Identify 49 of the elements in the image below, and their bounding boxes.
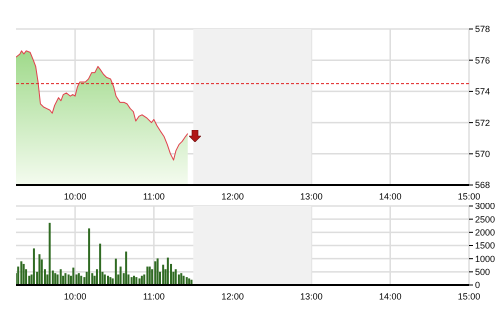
bar: [148, 266, 151, 285]
bar: [146, 266, 148, 285]
x-tick-label: 12:00: [221, 291, 244, 302]
x-tick-label: 13:00: [300, 191, 323, 202]
x-tick-label: 12:00: [221, 191, 244, 202]
bar: [162, 264, 164, 285]
bar: [78, 273, 80, 285]
bar: [88, 228, 90, 285]
bar: [154, 261, 156, 285]
y-tick-label: 1000: [475, 254, 496, 264]
bar: [166, 258, 169, 285]
x-tick-label: 10:00: [64, 191, 86, 202]
x-tick-label: 14:00: [378, 191, 402, 202]
y-tick-label: 2500: [475, 214, 496, 224]
y-tick-label: 0: [475, 280, 480, 290]
bar: [20, 261, 22, 285]
bar: [32, 248, 35, 285]
y-tick-label: 570: [475, 148, 490, 159]
bar: [120, 266, 122, 285]
x-tick-label: 11:00: [142, 291, 165, 302]
bar: [174, 269, 177, 285]
bar: [125, 252, 128, 285]
bar: [180, 273, 182, 285]
bar: [64, 273, 66, 285]
x-tick-label: 15:00: [458, 291, 480, 302]
y-tick-label: 1500: [475, 240, 496, 251]
bar: [72, 268, 74, 285]
bar: [38, 254, 40, 285]
bar: [114, 258, 117, 285]
bar: [99, 244, 102, 285]
y-tick-label: 500: [475, 267, 490, 278]
x-tick-label: 15:00: [458, 191, 480, 202]
x-tick-label: 13:00: [300, 291, 323, 302]
y-tick-label: 576: [475, 55, 490, 66]
bar: [104, 274, 106, 285]
bar: [60, 269, 62, 285]
y-tick-label: 572: [475, 118, 490, 128]
y-tick-label: 2000: [475, 228, 496, 238]
x-tick-label: 14:00: [378, 291, 402, 302]
x-tick-label: 11:00: [142, 191, 165, 202]
y-tick-label: 574: [475, 86, 490, 97]
bar: [22, 264, 25, 285]
y-tick-label: 568: [475, 180, 490, 190]
y-tick-label: 578: [475, 24, 490, 34]
bar: [156, 258, 159, 285]
x-tick-label: 10:00: [64, 291, 86, 302]
bar: [48, 222, 51, 285]
y-tick-label: 3000: [475, 201, 496, 212]
bar: [54, 273, 56, 285]
